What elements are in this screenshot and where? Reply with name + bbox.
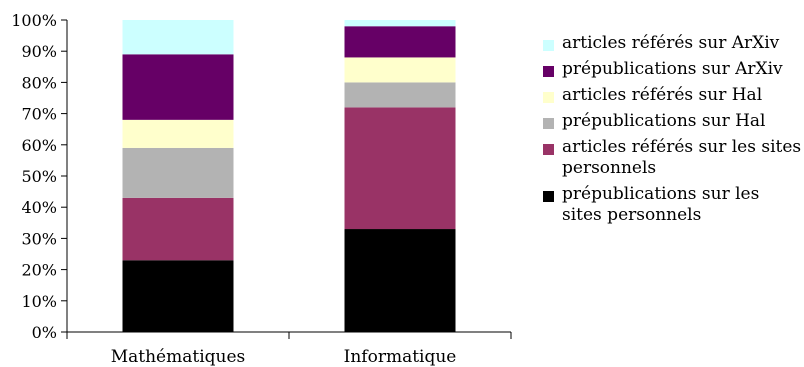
legend-swatch <box>543 92 554 103</box>
legend-swatch <box>543 66 554 77</box>
bar-segment <box>122 119 234 148</box>
y-tick-label: 50% <box>21 167 57 186</box>
y-tick-label: 80% <box>21 73 57 92</box>
y-tick-label: 20% <box>21 261 57 280</box>
bar-segment <box>122 197 234 261</box>
y-tick-label: 30% <box>21 229 57 248</box>
x-category-label: Mathématiques <box>111 347 246 367</box>
x-category-label: Informatique <box>344 347 457 367</box>
bar-segment <box>122 54 234 120</box>
y-tick-label: 90% <box>21 42 57 61</box>
y-tick-label: 0% <box>32 323 57 342</box>
legend-label: prépublications sur ArXiv <box>562 59 783 79</box>
bar-segment <box>344 82 456 108</box>
bar-segment <box>122 260 234 332</box>
bar-segment <box>344 26 456 58</box>
legend-label: articles référés sur Hal <box>562 85 763 105</box>
y-tick-labels: 0% 10% 20% 30% 40% 50% 60% 70% 80% 90% 100% <box>11 11 57 342</box>
legend: articles référés sur ArXiv prépublication… <box>543 33 804 231</box>
legend-item: articles référés sur les sites personnel… <box>543 137 804 179</box>
legend-swatch <box>543 118 554 129</box>
legend-swatch <box>543 191 554 202</box>
bar-segment <box>122 147 234 198</box>
bars <box>122 20 456 332</box>
legend-item: prépublications sur ArXiv <box>543 59 804 80</box>
legend-label: articles référés sur les sites personnel… <box>562 137 802 178</box>
legend-label: articles référés sur ArXiv <box>562 33 780 53</box>
y-tick-label: 10% <box>21 292 57 311</box>
y-tick-label: 60% <box>21 136 57 155</box>
x-category-labels: Mathématiques Informatique <box>111 347 457 367</box>
legend-swatch <box>543 144 554 155</box>
legend-swatch <box>543 40 554 51</box>
legend-label: prépublications sur les sites personnels <box>562 184 760 225</box>
legend-item: prépublications sur Hal <box>543 111 804 132</box>
legend-label: prépublications sur Hal <box>562 111 766 131</box>
bar-segment <box>344 107 456 230</box>
legend-item: articles référés sur ArXiv <box>543 33 804 54</box>
y-tick-label: 70% <box>21 105 57 124</box>
bar-segment <box>344 57 456 83</box>
bar-segment <box>344 229 456 332</box>
bar-segment <box>122 20 234 55</box>
legend-item: prépublications sur les sites personnels <box>543 184 804 226</box>
legend-item: articles référés sur Hal <box>543 85 804 106</box>
bar-segment <box>344 20 456 27</box>
y-tick-label: 40% <box>21 198 57 217</box>
y-tick-label: 100% <box>11 11 57 30</box>
